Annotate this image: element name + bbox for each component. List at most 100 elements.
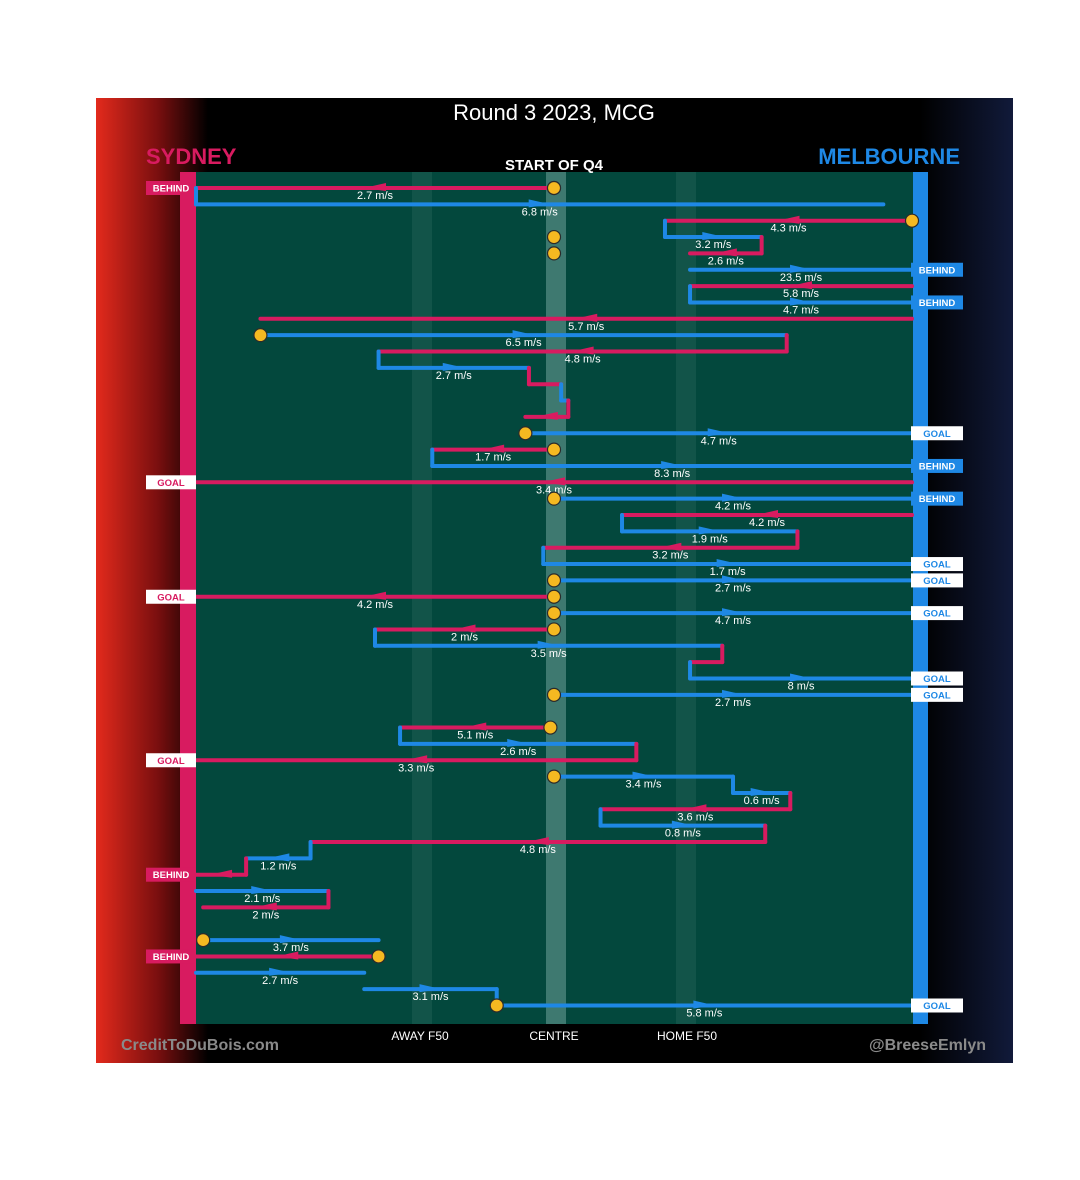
chain-arrow-16: [482, 444, 505, 453]
stoppage-marker-16: [546, 442, 562, 457]
outcome-label-7: BEHIND: [919, 298, 956, 309]
stoppage-marker-c0: [546, 180, 562, 196]
chain-arrow-2: [777, 215, 800, 224]
chain-arrow-4: [714, 248, 737, 257]
speed-label-34: 3.3 m/s: [398, 762, 435, 774]
stoppage-marker-26: [546, 605, 562, 621]
speed-label-3: 3.2 m/s: [695, 239, 732, 251]
outcome-badge-26: [911, 606, 963, 621]
chart-title: Round 3 2023, MCG: [453, 100, 655, 125]
chain-arrow-33: [507, 738, 530, 747]
outcome-label-48: GOAL: [923, 1001, 951, 1012]
speed-label-6: 5.8 m/s: [783, 288, 820, 300]
outcome-label-23: GOAL: [923, 560, 951, 571]
speed-label-9: 6.5 m/s: [506, 337, 543, 349]
speed-label-38: 0.8 m/s: [665, 828, 702, 840]
speed-label-24: 2.7 m/s: [715, 582, 752, 594]
speed-label-7: 4.7 m/s: [783, 304, 820, 316]
stoppage-marker-c1: [546, 229, 562, 245]
speed-label-25: 4.2 m/s: [357, 599, 394, 611]
stoppage-marker-48: [489, 998, 504, 1013]
speed-label-43: 2 m/s: [252, 909, 279, 921]
speed-label-23: 1.7 m/s: [710, 566, 747, 578]
chain-arrow-48: [693, 1000, 716, 1009]
stoppage-marker-27: [546, 622, 562, 637]
speed-label-32: 5.1 m/s: [457, 730, 494, 742]
chain-arrow-18: [543, 477, 565, 486]
outcome-badge-30: [911, 671, 963, 686]
tick-label-away-f50: AWAY F50: [391, 1029, 449, 1043]
speed-label-46: 2.7 m/s: [262, 975, 299, 987]
chain-arrow-43: [254, 902, 277, 911]
speed-label-31: 2.7 m/s: [715, 697, 752, 709]
stoppage-marker-32: [543, 720, 558, 735]
stoppage-marker-15: [518, 426, 533, 441]
speed-label-11: 2.7 m/s: [436, 370, 473, 382]
team-melbourne-label: MELBOURNE: [818, 144, 960, 169]
chain-arrow-10: [571, 346, 594, 355]
outcome-label-19: BEHIND: [919, 494, 956, 505]
outcome-label-25: GOAL: [157, 592, 185, 603]
outcome-badge-25: [146, 589, 196, 604]
stoppage-marker-2: [904, 213, 920, 228]
speed-label-20: 4.2 m/s: [749, 517, 786, 529]
chain-arrow-5: [790, 264, 813, 273]
chain-arrow-6: [790, 281, 813, 290]
chain-arrow-44: [279, 935, 302, 944]
chain-arrow-23: [716, 559, 739, 568]
speed-label-1: 6.8 m/s: [522, 206, 559, 218]
chain-arrow-34: [405, 755, 428, 764]
chain-arrow-42: [251, 886, 274, 895]
chain-arrow-8: [575, 313, 598, 322]
outcome-badge-19: [911, 491, 963, 506]
speed-label-21: 1.9 m/s: [692, 533, 729, 545]
outcome-label-17: BEHIND: [919, 461, 956, 472]
stoppage-marker-25: [546, 589, 562, 604]
outcome-badge-15: [911, 426, 963, 441]
tick-label-home-f50: HOME F50: [657, 1029, 717, 1043]
chain-arrow-32: [464, 722, 487, 731]
chain-arrow-45: [276, 951, 299, 960]
outcome-label-0: BEHIND: [153, 184, 190, 195]
speed-label-30: 8 m/s: [788, 681, 815, 693]
stoppage-marker-35: [546, 769, 562, 784]
stoppage-marker-c2: [546, 246, 562, 261]
speed-label-48: 5.8 m/s: [686, 1008, 723, 1020]
outcome-badge-0: [146, 181, 196, 195]
outcome-badge-41: [146, 867, 196, 882]
team-sydney-label: SYDNEY: [146, 144, 237, 169]
melbourne-goal-post: [913, 172, 928, 1024]
speed-label-35: 3.4 m/s: [625, 779, 662, 791]
chain-arrow-19: [722, 493, 744, 502]
chains-layer: 2.7 m/s BEHIND 6.8 m/s 4.3 m/s 3.2 m/s 2.6 m/…: [146, 180, 963, 1020]
chain-arrow-25: [364, 591, 386, 600]
speed-label-4: 2.6 m/s: [708, 255, 745, 267]
outcome-badge-18: [146, 475, 196, 490]
outcome-label-31: GOAL: [923, 690, 951, 701]
chain-arrow-31: [722, 689, 744, 698]
speed-label-19: 4.2 m/s: [715, 501, 752, 513]
chain-arrow-36: [750, 787, 773, 796]
speed-label-16: 1.7 m/s: [475, 452, 512, 464]
speed-label-5: 23.5 m/s: [780, 272, 823, 284]
speed-label-33: 2.6 m/s: [500, 746, 537, 758]
stoppage-marker-19: [546, 491, 562, 506]
chain-arrow-30: [790, 673, 813, 682]
speed-label-37: 3.6 m/s: [677, 811, 714, 823]
outcome-badge-24: [911, 573, 963, 588]
outcome-label-18: GOAL: [157, 478, 185, 489]
chain-arrow-7: [790, 297, 813, 306]
chain-arrow-3: [702, 232, 725, 241]
outcome-label-41: BEHIND: [153, 870, 190, 881]
speed-label-40: 1.2 m/s: [260, 860, 297, 872]
chain-arrow-39: [526, 837, 549, 845]
chain-arrow-41: [210, 869, 233, 878]
outcome-label-24: GOAL: [923, 576, 951, 587]
tick-label-centre: CENTRE: [529, 1029, 578, 1043]
credit-right: @BreeseEmlyn: [869, 1037, 986, 1054]
outcome-label-45: BEHIND: [153, 952, 190, 963]
outcome-badge-23: [911, 557, 963, 572]
chain-arrow-22: [659, 542, 682, 551]
